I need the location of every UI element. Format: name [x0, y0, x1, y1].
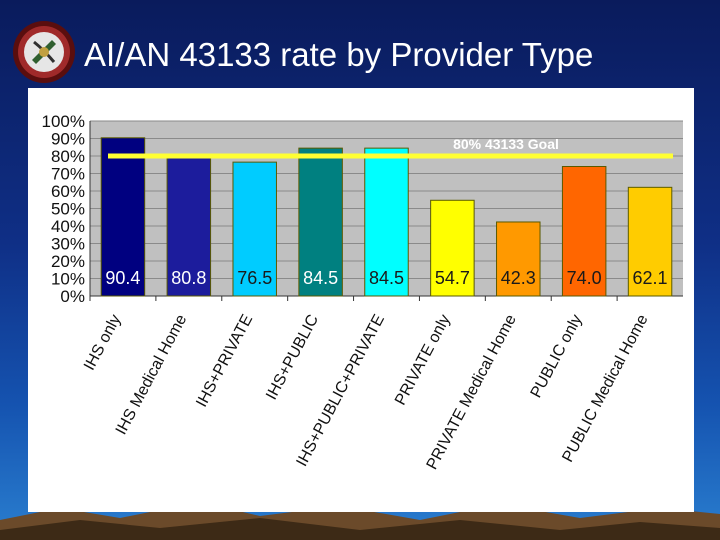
bar-data-label: 90.4	[105, 268, 140, 288]
x-category-label: PRIVATE only	[392, 312, 454, 408]
bar	[496, 221, 541, 297]
rate-bar-chart: 0%10%20%30%40%50%60%70%80%90%100% 90.4 IHS…	[42, 112, 683, 472]
bar-data-label: 42.3	[501, 268, 536, 288]
y-tick-label: 70%	[51, 165, 85, 184]
bar	[364, 147, 409, 297]
agency-seal-icon	[13, 21, 75, 83]
bar	[430, 199, 475, 297]
y-tick-label: 60%	[51, 182, 85, 201]
bar-data-label: 62.1	[633, 268, 668, 288]
y-tick-label: 0%	[60, 287, 85, 306]
x-category-label: IHS+PRIVATE	[193, 312, 256, 410]
x-category-label: IHS+PUBLIC	[263, 312, 322, 403]
bar-data-label: 74.0	[567, 268, 602, 288]
bar	[561, 166, 607, 297]
x-category-label: IHS Medical Home	[113, 312, 191, 438]
bar	[232, 161, 277, 297]
y-tick-label: 90%	[51, 130, 85, 149]
bar	[100, 137, 146, 297]
goal-label: 80% 43133 Goal	[453, 136, 559, 152]
y-tick-label: 80%	[51, 147, 85, 166]
bar	[298, 147, 343, 297]
y-tick-label: 10%	[51, 270, 85, 289]
x-category-label: IHS only	[81, 312, 124, 373]
bar-data-label: 84.5	[369, 268, 404, 288]
bar	[166, 154, 212, 297]
bar-data-label: 80.8	[171, 268, 206, 288]
bar-data-label: 54.7	[435, 268, 470, 288]
bar	[627, 186, 673, 297]
x-category-label: PUBLIC only	[528, 312, 586, 401]
y-tick-label: 100%	[42, 112, 85, 131]
chart-panel: 0% 10% 20% 30% 40% 50% 60% 70% 80% 90% 100% 90.4 IHS…	[28, 88, 694, 512]
y-tick-label: 30%	[51, 235, 85, 254]
slide-title: AI/AN 43133 rate by Provider Type	[84, 36, 594, 73]
bar-data-label: 76.5	[237, 268, 272, 288]
y-tick-label: 40%	[51, 217, 85, 236]
bar-data-label: 84.5	[303, 268, 338, 288]
y-tick-label: 50%	[51, 200, 85, 219]
y-tick-label: 20%	[51, 252, 85, 271]
